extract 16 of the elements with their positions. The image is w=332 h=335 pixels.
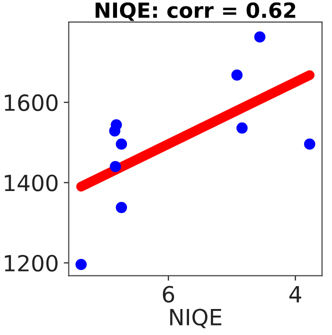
point [254, 31, 266, 43]
point [116, 138, 128, 150]
point [236, 122, 248, 134]
point [109, 125, 120, 136]
y-tick-label: 1200 [4, 254, 58, 272]
y-tick-label: 1600 [4, 94, 58, 112]
point [304, 138, 316, 150]
point [116, 202, 128, 214]
point [231, 69, 243, 81]
y-tick-label: 1400 [4, 174, 58, 192]
chart-title: NIQE: corr = 0.62 [96, 2, 296, 21]
x-axis-title: NIQE [170, 308, 222, 328]
point [76, 258, 87, 270]
x-tick-label: 6 [162, 286, 174, 303]
x-tick-label: 4 [289, 286, 302, 302]
point [110, 160, 121, 172]
